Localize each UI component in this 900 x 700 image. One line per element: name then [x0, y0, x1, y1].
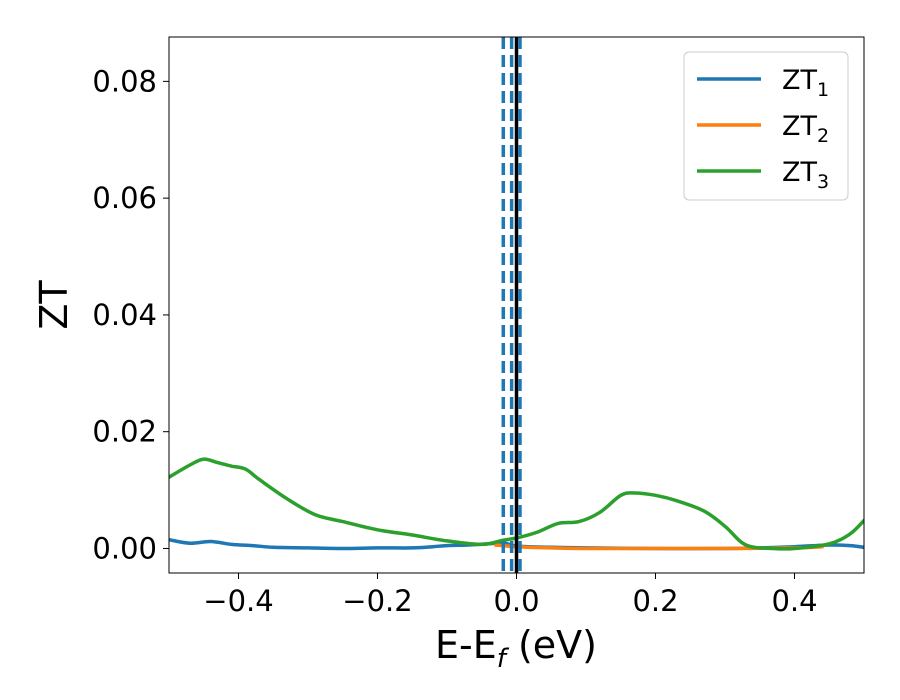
legend-label-1: ZT1 — [782, 65, 829, 101]
series-3-line — [169, 457, 864, 551]
fermi-lines — [501, 37, 522, 573]
x-axis: −0.4 −0.2 0.0 0.2 0.4 — [203, 573, 818, 618]
y-axis: 0.00 0.02 0.04 0.06 0.08 — [92, 64, 169, 565]
x-tick-label: 0.0 — [493, 584, 539, 618]
legend-label-3: ZT3 — [782, 157, 829, 193]
y-tick-label: 0.04 — [92, 298, 157, 332]
y-tick-label: 0.02 — [92, 415, 157, 449]
y-tick-label: 0.06 — [92, 181, 157, 215]
legend-label-2: ZT2 — [782, 111, 829, 147]
y-tick-label: 0.00 — [92, 531, 157, 565]
x-tick-label: 0.2 — [632, 584, 678, 618]
x-tick-label: 0.4 — [771, 584, 817, 618]
y-tick-label: 0.08 — [92, 64, 157, 98]
x-axis-title: E-Ef (eV) — [435, 623, 597, 674]
legend: ZT1 ZT2 ZT3 — [683, 51, 849, 201]
x-tick-label: −0.4 — [203, 584, 273, 618]
y-axis-title: ZT — [32, 280, 76, 330]
legend-box — [683, 51, 849, 201]
x-tick-label: −0.2 — [342, 584, 412, 618]
